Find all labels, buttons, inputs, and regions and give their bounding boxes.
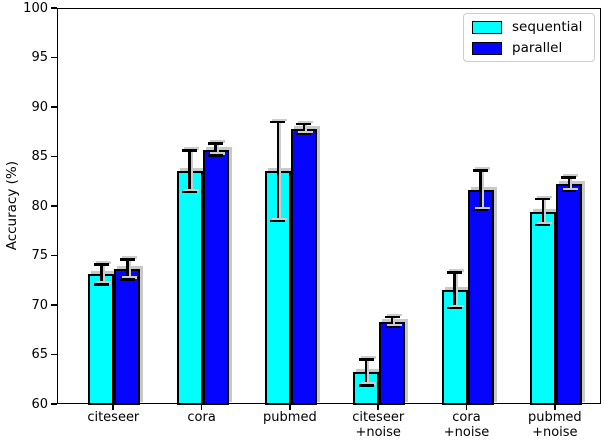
- x-tick-label: pubmed: [263, 410, 317, 425]
- bar-sequential-5: [529, 211, 556, 405]
- x-tick-mark: [112, 404, 115, 410]
- error-bar-cap-bottom: [473, 208, 488, 212]
- error-bar-cap-bottom: [535, 223, 551, 227]
- y-tick-label: 100: [23, 0, 48, 16]
- bar-parallel-1: [202, 149, 229, 405]
- y-tick-mark: [51, 205, 57, 207]
- legend: sequential parallel: [463, 13, 595, 62]
- legend-swatch-sequential: [472, 20, 502, 34]
- error-bar-cap-bottom: [384, 325, 400, 329]
- x-tick-mark: [465, 404, 468, 410]
- error-bar-line: [479, 170, 482, 210]
- error-bar-line: [302, 123, 306, 134]
- error-bar-cap-top: [182, 149, 198, 152]
- bar-sequential-1: [176, 171, 203, 405]
- legend-item: sequential: [472, 19, 594, 35]
- plot-area: [57, 8, 601, 405]
- error-bar-cap-top: [384, 315, 400, 319]
- bar-parallel-2: [290, 128, 317, 405]
- error-bar-cap-bottom: [182, 190, 198, 194]
- x-tick-label: citeseer +noise: [352, 410, 405, 440]
- y-tick-label: 85: [31, 149, 48, 164]
- error-bar-cap-bottom: [296, 132, 312, 136]
- bar-parallel-3: [379, 321, 406, 405]
- error-bar-line: [390, 316, 394, 327]
- y-tick-mark: [51, 155, 57, 158]
- error-bar-cap-bottom: [208, 154, 224, 157]
- error-bar-cap-top: [296, 122, 312, 126]
- y-tick-label: 90: [31, 99, 48, 115]
- x-tick-mark: [200, 404, 203, 410]
- y-tick-mark: [51, 403, 57, 405]
- error-bar-cap-top: [358, 358, 374, 361]
- error-bar-line: [364, 359, 368, 386]
- y-tick-mark: [51, 106, 57, 108]
- bar-sequential-0: [88, 274, 115, 405]
- error-bar-line: [126, 259, 129, 280]
- legend-label: parallel: [512, 40, 563, 56]
- x-tick-label: cora: [187, 410, 216, 425]
- y-tick-label: 95: [31, 50, 48, 65]
- error-bar-line: [214, 143, 217, 156]
- error-bar-line: [541, 199, 545, 225]
- y-tick-label: 75: [31, 248, 48, 263]
- error-bar-cap-top: [473, 169, 488, 172]
- y-tick-mark: [51, 254, 57, 257]
- error-bar-cap-top: [270, 120, 286, 124]
- error-bar-cap-bottom: [358, 384, 374, 387]
- error-bar-cap-top: [535, 197, 551, 201]
- error-bar-line: [188, 150, 191, 193]
- y-tick-mark: [51, 304, 57, 306]
- y-tick-label: 60: [31, 396, 48, 412]
- x-tick-mark: [377, 404, 380, 410]
- x-tick-label: pubmed +noise: [527, 410, 582, 440]
- bar-sequential-2: [264, 171, 291, 405]
- error-bar-line: [100, 264, 103, 285]
- error-bar-cap-bottom: [270, 219, 286, 223]
- bar-parallel-4: [467, 190, 494, 405]
- x-tick-label: cora +noise: [443, 410, 490, 440]
- bar-sequential-4: [441, 290, 468, 405]
- error-bar-cap-top: [561, 176, 577, 179]
- error-bar-cap-bottom: [119, 278, 135, 281]
- error-bar-cap-bottom: [93, 283, 109, 286]
- x-tick-mark: [289, 404, 291, 410]
- y-tick-label: 80: [31, 198, 48, 214]
- legend-item: parallel: [472, 40, 594, 56]
- legend-label: sequential: [512, 19, 583, 35]
- bar-parallel-0: [114, 269, 141, 405]
- y-tick-label: 65: [31, 347, 48, 362]
- error-bar-cap-top: [93, 263, 109, 266]
- error-bar-cap-bottom: [561, 189, 577, 193]
- y-tick-mark: [51, 56, 57, 59]
- y-tick-label: 70: [31, 297, 48, 313]
- error-bar-cap-top: [447, 271, 462, 274]
- y-tick-mark: [51, 353, 57, 356]
- y-tick-mark: [51, 7, 57, 9]
- error-bar-cap-top: [119, 258, 135, 261]
- error-bar-line: [276, 121, 280, 221]
- error-bar-cap-bottom: [447, 306, 462, 310]
- legend-swatch-parallel: [472, 41, 502, 55]
- error-bar-line: [453, 272, 456, 308]
- error-bar-line: [567, 177, 571, 192]
- x-tick-label: citeseer: [87, 410, 140, 425]
- error-bar-cap-top: [208, 142, 224, 145]
- bar-parallel-5: [555, 184, 582, 405]
- x-tick-mark: [553, 404, 556, 410]
